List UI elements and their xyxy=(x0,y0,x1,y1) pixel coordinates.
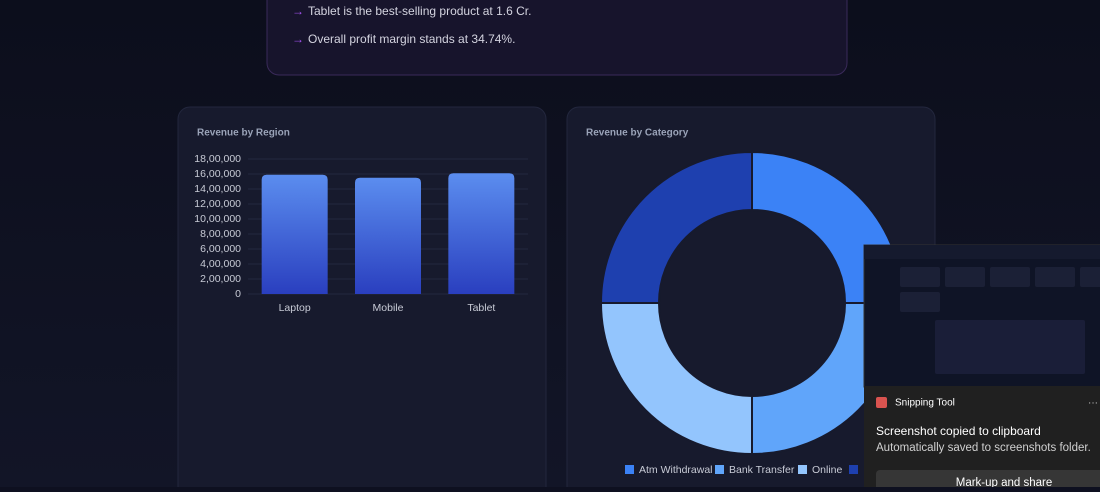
insights-card xyxy=(266,0,848,76)
app-name: Snipping Tool xyxy=(895,398,955,409)
x-tick-label: Tablet xyxy=(467,302,495,314)
x-tick-label: Mobile xyxy=(373,302,404,314)
snipping-overlay: Snipping Tool ··· Screenshot copied to c… xyxy=(863,244,1100,492)
y-tick-label: 6,00,000 xyxy=(200,243,241,255)
y-tick-label: 0 xyxy=(235,288,241,300)
notification-title: Screenshot copied to clipboard xyxy=(876,424,1041,438)
y-tick-label: 12,00,000 xyxy=(194,198,241,210)
y-tick-label: 10,00,000 xyxy=(194,213,241,225)
app-icon xyxy=(876,397,887,408)
legend-swatch xyxy=(798,465,807,474)
legend-swatch xyxy=(625,465,634,474)
thumbnail-card xyxy=(1035,267,1075,287)
legend-label: Atm Withdrawal xyxy=(639,464,713,476)
chart-title: Revenue by Region xyxy=(197,128,290,139)
y-tick-label: 2,00,000 xyxy=(200,273,241,285)
more-button[interactable]: ··· xyxy=(1088,398,1098,409)
thumbnail-card xyxy=(945,267,985,287)
insight: Tablet is the best-selling product at 1.… xyxy=(308,4,531,18)
chart-title: Revenue by Category xyxy=(586,128,689,139)
thumbnail-insights xyxy=(935,320,1085,374)
thumbnail-card xyxy=(900,267,940,287)
bar xyxy=(261,174,328,294)
slice xyxy=(599,302,753,456)
bullet: → xyxy=(292,4,304,18)
y-tick-label: 16,00,000 xyxy=(194,168,241,180)
slice xyxy=(599,150,753,304)
thumbnail-header xyxy=(864,245,1100,259)
action-label: Mark-up and share xyxy=(956,477,1053,487)
legend-swatch xyxy=(849,465,858,474)
y-tick-label: 18,00,000 xyxy=(194,153,241,165)
bar xyxy=(355,177,421,294)
bullet: → xyxy=(292,32,304,46)
thumbnail-card xyxy=(990,267,1030,287)
legend-swatch xyxy=(715,465,724,474)
y-tick-label: 8,00,000 xyxy=(200,228,241,240)
thumbnail-card xyxy=(1080,267,1100,287)
legend-label: Bank Transfer xyxy=(729,464,795,476)
x-tick-label: Laptop xyxy=(279,302,311,314)
y-tick-label: 14,00,000 xyxy=(194,183,241,195)
thumbnail-card xyxy=(900,292,940,312)
legend-label: Online xyxy=(812,464,843,476)
bar xyxy=(448,173,515,294)
y-tick-label: 4,00,000 xyxy=(200,258,241,270)
notification-body: Automatically saved to screenshots folde… xyxy=(876,442,1091,454)
insight: Overall profit margin stands at 34.74%. xyxy=(308,32,515,46)
